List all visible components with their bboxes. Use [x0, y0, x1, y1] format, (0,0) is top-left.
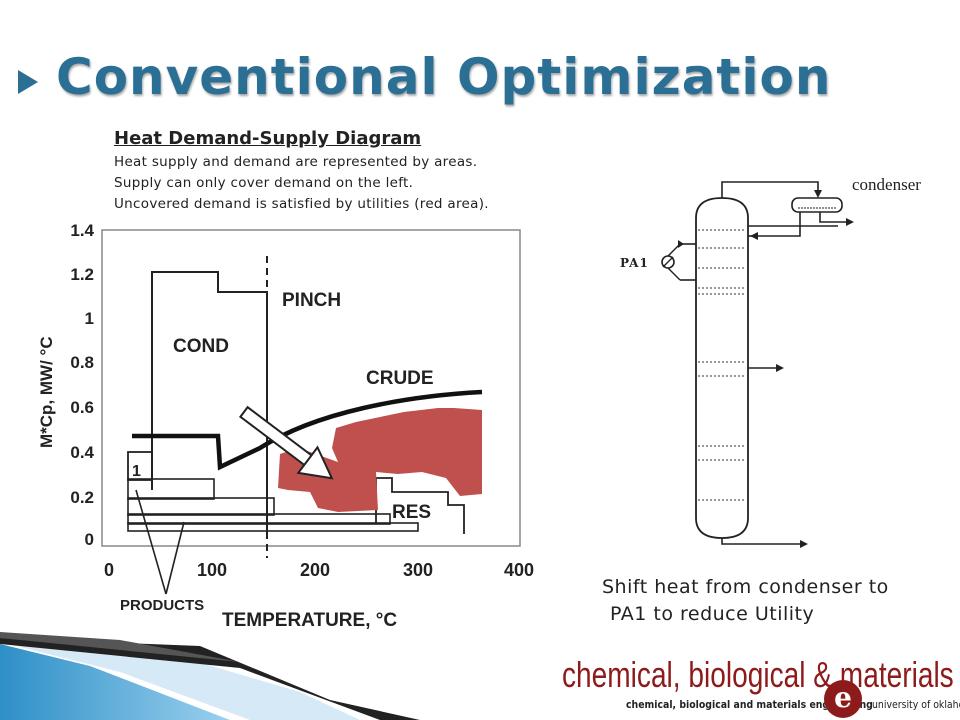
- chart-svg: 0 0.2 0.4 0.6 0.8 1 1.2 1.4 0 100 200 30…: [37, 221, 534, 631]
- product-box: [127, 478, 215, 500]
- x-tick-label: 100: [197, 560, 227, 580]
- pa1-label: PA1: [620, 256, 649, 270]
- products-leader-line: [135, 489, 167, 595]
- decorative-swoosh: [0, 632, 420, 720]
- pa1-exchanger-slash: [662, 256, 674, 268]
- description-line-1: Heat supply and demand are represented b…: [114, 154, 478, 170]
- crude-label: CRUDE: [366, 368, 434, 389]
- condenser-label: condenser: [852, 175, 921, 194]
- x-tick-label: 300: [403, 560, 433, 580]
- logo-main-text: chemical, biological & materials: [562, 654, 954, 695]
- x-tick-label: 0: [104, 560, 114, 580]
- y-tick-label: 0.6: [70, 398, 94, 417]
- res-outline: [375, 477, 465, 534]
- slide-title: Conventional Optimization: [56, 48, 832, 106]
- pinch-label: PINCH: [282, 290, 341, 311]
- description-line-3: Uncovered demand is satisfied by utiliti…: [114, 196, 489, 212]
- condenser-drum: [791, 197, 843, 213]
- caption-line-1: Shift heat from condenser to: [602, 576, 889, 598]
- description-line-2: Supply can only cover demand on the left…: [114, 175, 414, 191]
- y-tick-label: 0.2: [70, 488, 94, 507]
- stream-1-label: 1: [132, 463, 141, 480]
- y-tick-label: 1: [85, 309, 94, 328]
- department-logo: chemical, biological & materials chemica…: [556, 654, 960, 720]
- logo-university-text: university of oklahoma: [872, 698, 960, 711]
- y-tick-label: 1.4: [70, 222, 94, 240]
- stream-1-box: [127, 451, 153, 481]
- products-leader-line: [165, 521, 185, 595]
- side-stream-arrow-icon: [776, 364, 784, 372]
- products-label: PRODUCTS: [120, 597, 204, 614]
- shift-arrow-icon: [238, 405, 334, 480]
- y-tick-label: 0.8: [70, 353, 94, 372]
- product-box: [127, 513, 391, 525]
- title-bullet-icon: [18, 70, 38, 94]
- y-tick-label: 1.2: [70, 265, 94, 284]
- distillate-arrow-icon: [846, 218, 854, 226]
- distillation-column-diagram: PA1 condenser: [600, 170, 930, 560]
- bottoms-arrow-icon: [800, 540, 808, 548]
- pa1-arrow-icon: [678, 240, 684, 248]
- res-label: RES: [392, 502, 431, 523]
- overhead-vapor-line: [721, 181, 819, 198]
- x-axis-label: TEMPERATURE, °C: [222, 610, 397, 631]
- heat-demand-supply-chart: 0 0.2 0.4 0.6 0.8 1 1.2 1.4 0 100 200 30…: [26, 221, 546, 642]
- product-box: [127, 522, 419, 532]
- distillate-line: [819, 212, 846, 223]
- overhead-arrow-icon: [814, 190, 822, 198]
- pa1-out: [667, 267, 681, 281]
- y-tick-label: 0.4: [70, 443, 94, 462]
- y-tick-label: 0: [85, 530, 94, 549]
- utility-red-area: [278, 408, 482, 512]
- product-box: [127, 497, 275, 516]
- logo-sub-text: chemical, biological and materials engin…: [626, 698, 873, 711]
- column-svg: PA1 condenser: [620, 175, 921, 548]
- x-tick-label: 200: [300, 560, 330, 580]
- diagram-subheading: Heat Demand-Supply Diagram: [114, 128, 422, 149]
- column-trays: [698, 229, 746, 501]
- bottoms-line: [721, 538, 800, 545]
- y-axis-label: M*Cp, MW/ °C: [37, 336, 56, 448]
- x-tick-label: 400: [504, 560, 534, 580]
- caption-line-2: PA1 to reduce Utility: [610, 603, 815, 625]
- crude-demand-curve: [132, 389, 483, 471]
- column-vessel: [695, 197, 749, 539]
- reflux-line: [756, 212, 801, 237]
- university-emblem-icon: e: [824, 680, 862, 718]
- cond-label: COND: [173, 336, 229, 357]
